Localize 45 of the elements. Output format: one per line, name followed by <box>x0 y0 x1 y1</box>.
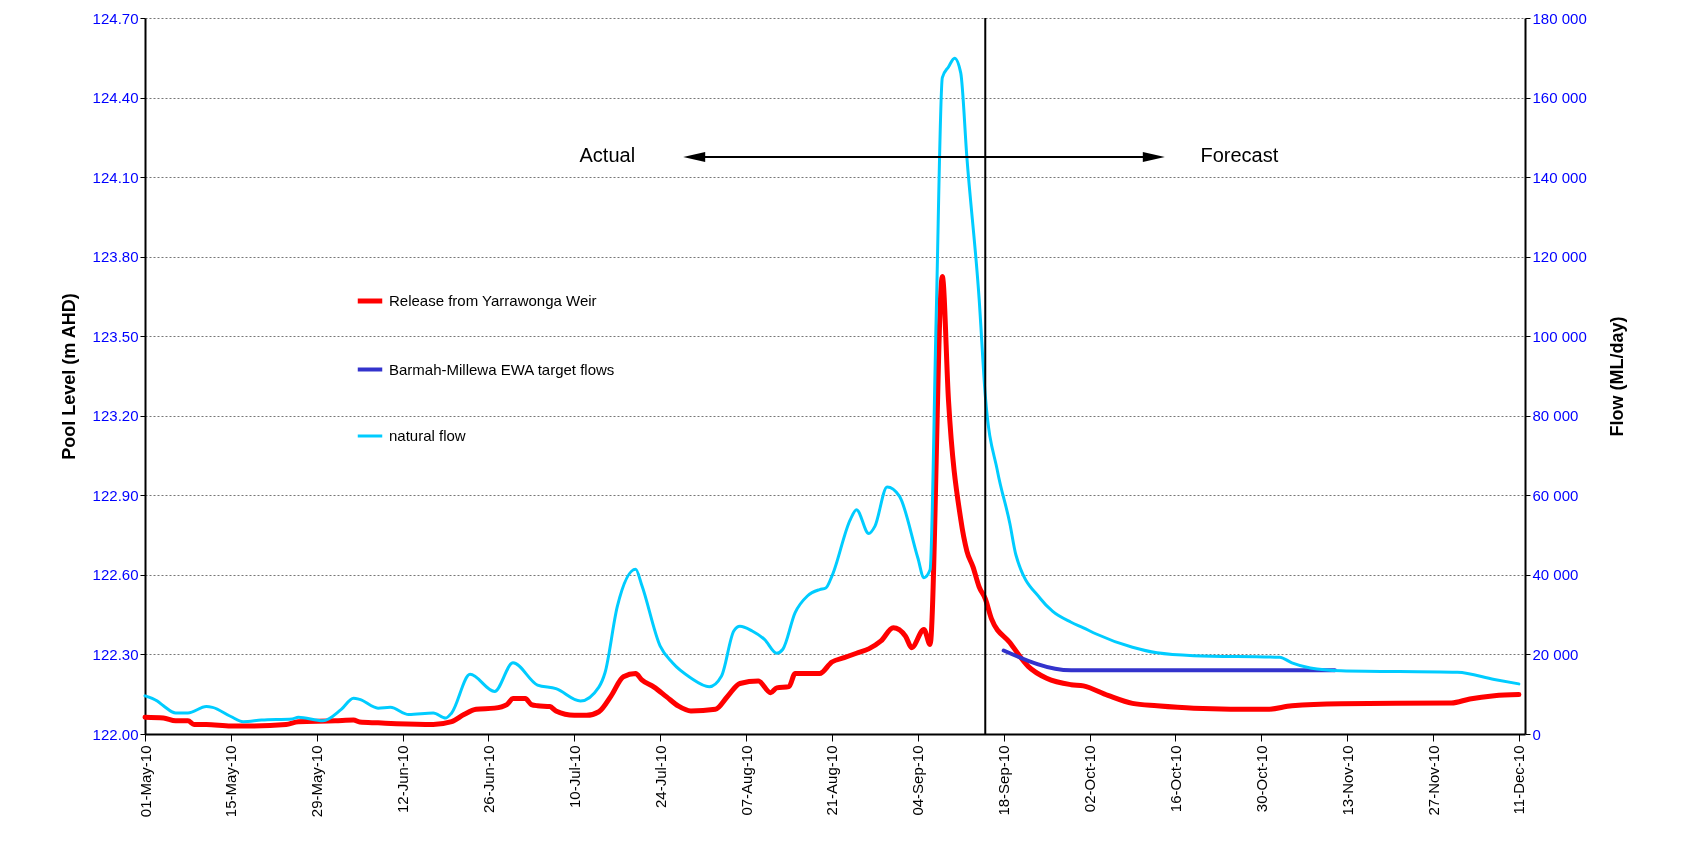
y2-tick-label: 20 000 <box>1532 645 1579 663</box>
y2-tick-label: 160 000 <box>1532 89 1587 107</box>
x-tick-label: 21-Aug-10 <box>823 745 841 816</box>
y-tick-label: 124.70 <box>92 9 139 27</box>
legend-label: Barmah-Millewa EWA target flows <box>389 360 615 378</box>
x-tick-label: 24-Jul-10 <box>651 745 669 809</box>
y2-tick-label: 80 000 <box>1532 407 1579 425</box>
y-tick-label: 123.80 <box>92 248 139 266</box>
y-tick-label: 122.90 <box>92 486 139 504</box>
line-series <box>143 56 1521 724</box>
annotation: Actual <box>579 144 636 167</box>
y-tick-label: 124.10 <box>92 168 139 186</box>
y-tick-label: 122.30 <box>92 645 139 663</box>
x-tick-label: 12-Jun-10 <box>394 745 412 814</box>
x-tick-label: 10-Jul-10 <box>565 745 583 809</box>
y2-tick-label: 60 000 <box>1532 486 1579 504</box>
y2-axis-title: Flow (ML/day) <box>1606 316 1627 437</box>
y2-tick-label: 40 000 <box>1532 566 1579 584</box>
x-tick-label: 27-Nov-10 <box>1424 745 1442 816</box>
annotation: Forecast <box>1200 144 1279 167</box>
y-tick-label: 123.50 <box>92 327 139 345</box>
y-axis-title: Pool Level (m AHD) <box>58 293 79 460</box>
x-tick-label: 15-May-10 <box>222 745 240 818</box>
x-tick-label: 18-Sep-10 <box>995 745 1013 816</box>
legend-label: natural flow <box>389 427 466 444</box>
legend-label: Release from Yarrawonga Weir <box>389 292 597 309</box>
y2-tick-label: 140 000 <box>1532 168 1587 186</box>
x-tick-label: 13-Nov-10 <box>1338 745 1356 816</box>
x-tick-label: 07-Aug-10 <box>737 745 755 816</box>
y2-tick-label: 100 000 <box>1532 327 1587 345</box>
x-tick-label: 11-Dec-10 <box>1510 745 1528 815</box>
x-tick-label: 04-Sep-10 <box>909 745 927 816</box>
y-tick-label: 123.20 <box>92 407 139 425</box>
x-tick-label: 16-Oct-10 <box>1166 745 1184 813</box>
x-tick-label: 29-May-10 <box>308 745 326 818</box>
y2-tick-label: 0 <box>1532 725 1541 743</box>
x-tick-label: 30-Oct-10 <box>1252 745 1270 813</box>
y-tick-label: 122.60 <box>92 566 139 584</box>
x-tick-label: 26-Jun-10 <box>479 745 497 814</box>
y-tick-label: 124.40 <box>92 89 139 107</box>
y-tick-label: 122.00 <box>92 725 139 743</box>
y2-tick-label: 180 000 <box>1532 9 1587 27</box>
x-tick-label: 02-Oct-10 <box>1081 745 1099 813</box>
x-tick-label: 01-May-10 <box>136 745 154 818</box>
y2-tick-label: 120 000 <box>1532 248 1587 266</box>
